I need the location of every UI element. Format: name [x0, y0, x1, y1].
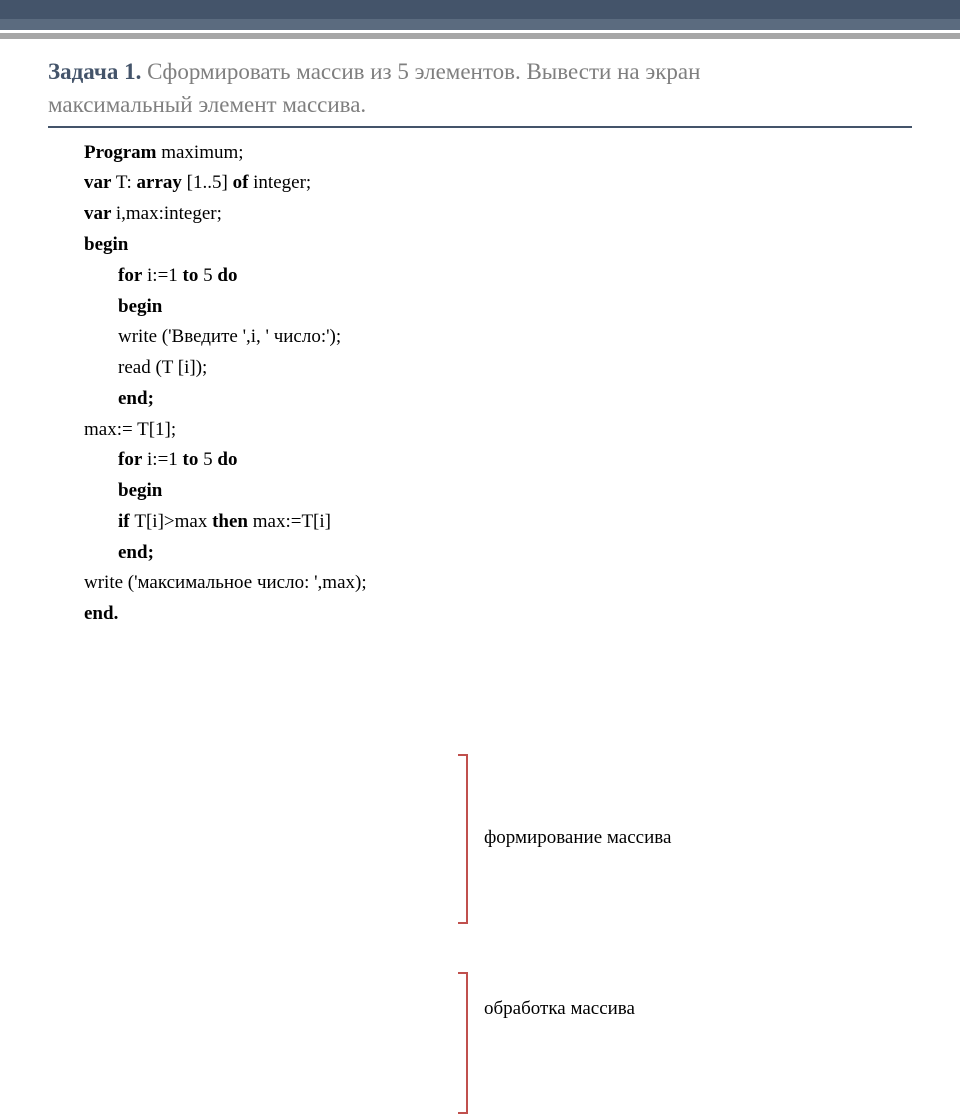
code-text: max:=T[i] [248, 511, 331, 532]
kw-then: then [212, 511, 248, 532]
title-text-line1: Сформировать массив из 5 элементов. Выве… [141, 59, 700, 84]
code-text: T[i]>max [134, 511, 212, 532]
kw-program: Program [84, 142, 156, 163]
kw-if: if [118, 511, 134, 532]
kw-begin: begin [84, 234, 128, 255]
kw-var: var [84, 172, 111, 193]
decorative-top-bar [0, 0, 960, 39]
title-underline [48, 126, 912, 128]
bracket-1 [458, 754, 468, 924]
kw-do: do [217, 449, 237, 470]
code-text: i,max:integer; [116, 203, 222, 224]
bracket-2 [458, 972, 468, 1114]
code-text: read (T [i]); [118, 357, 207, 378]
kw-to: to [183, 265, 199, 286]
kw-do: do [217, 265, 237, 286]
code-line-2: var T: array [1..5] of integer; [60, 168, 912, 199]
top-bar-shadow [0, 33, 960, 39]
code-text: write ('максимальное число: ',max); [84, 572, 367, 593]
code-line-16: end. [60, 599, 912, 630]
code-line-9: end; [60, 384, 912, 415]
code-text: i:=1 [142, 449, 182, 470]
kw-begin: begin [118, 296, 162, 317]
kw-for: for [118, 265, 142, 286]
kw-end: end; [118, 388, 154, 409]
content-area: Задача 1. Сформировать массив из 5 элеме… [0, 55, 960, 630]
code-text: maximum; [156, 142, 243, 163]
title: Задача 1. Сформировать массив из 5 элеме… [48, 55, 912, 122]
annotation-label-2: обработка массива [484, 994, 635, 1025]
code-line-11: for i:=1 to 5 do [60, 445, 912, 476]
code-line-8: read (T [i]); [60, 353, 912, 384]
code-line-4: begin [60, 230, 912, 261]
code-text: [1..5] [182, 172, 233, 193]
code-text: max:= T[1]; [84, 419, 176, 440]
code-text: write ('Введите ',i, ' число:'); [118, 326, 341, 347]
code-line-13: if T[i]>max then max:=T[i] [60, 507, 912, 538]
code-block: Program maximum; var T: array [1..5] of … [48, 138, 912, 630]
code-line-3: var i,max:integer; [60, 199, 912, 230]
code-line-6: begin [60, 292, 912, 323]
code-line-1: Program maximum; [60, 138, 912, 169]
top-bar-mid [0, 19, 960, 30]
kw-end: end. [84, 603, 118, 624]
code-text: 5 [198, 449, 217, 470]
top-bar-dark [0, 0, 960, 19]
annotation-label-1: формирование массива [484, 823, 671, 854]
task-number: Задача 1. [48, 59, 141, 84]
kw-begin: begin [118, 480, 162, 501]
code-text: 5 [198, 265, 217, 286]
code-text: T: [111, 172, 136, 193]
code-line-14: end; [60, 538, 912, 569]
kw-for: for [118, 449, 142, 470]
code-text: integer; [248, 172, 311, 193]
kw-to: to [183, 449, 199, 470]
kw-of: of [233, 172, 249, 193]
code-line-10: max:= T[1]; [60, 415, 912, 446]
kw-array: array [137, 172, 182, 193]
code-line-7: write ('Введите ',i, ' число:'); [60, 322, 912, 353]
kw-var: var [84, 203, 116, 224]
code-line-15: write ('максимальное число: ',max); [60, 568, 912, 599]
kw-end: end; [118, 542, 154, 563]
code-text: i:=1 [142, 265, 182, 286]
code-line-5: for i:=1 to 5 do [60, 261, 912, 292]
code-line-12: begin [60, 476, 912, 507]
title-text-line2: максимальный элемент массива. [48, 92, 366, 117]
